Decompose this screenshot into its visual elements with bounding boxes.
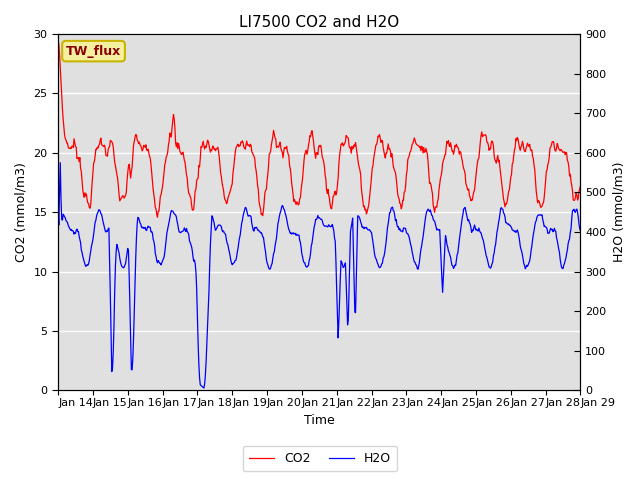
Line: H2O: H2O [58,163,580,388]
Title: LI7500 CO2 and H2O: LI7500 CO2 and H2O [239,15,399,30]
Text: TW_flux: TW_flux [66,45,121,58]
Y-axis label: H2O (mmol/m3): H2O (mmol/m3) [612,162,625,263]
Y-axis label: CO2 (mmol/m3): CO2 (mmol/m3) [15,162,28,262]
Line: CO2: CO2 [58,41,580,217]
X-axis label: Time: Time [304,414,335,427]
Legend: CO2, H2O: CO2, H2O [243,446,397,471]
